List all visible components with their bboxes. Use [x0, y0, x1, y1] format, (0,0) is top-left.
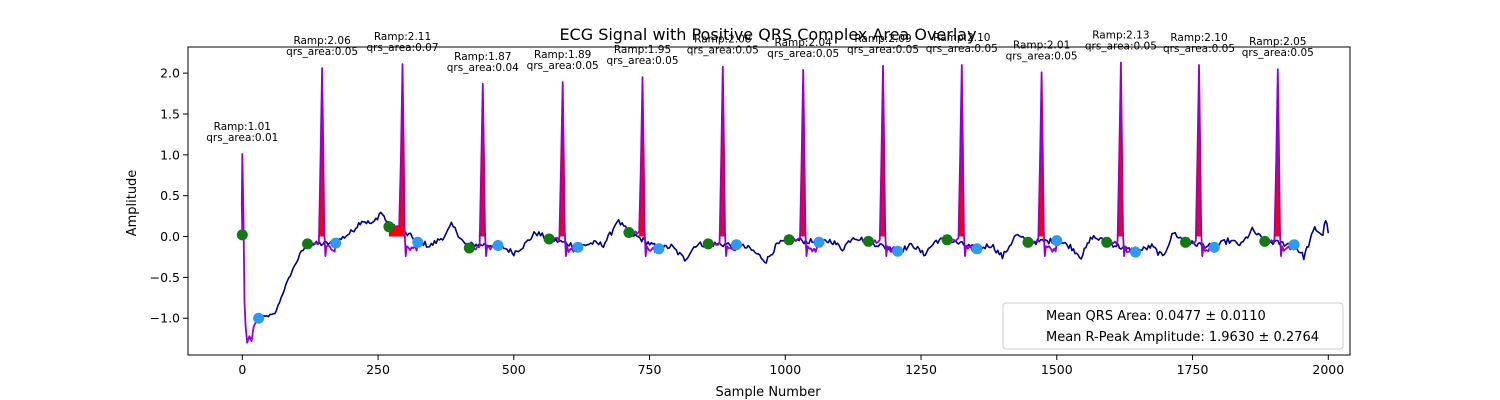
qrs-onset-marker [1101, 236, 1113, 248]
peak-label-ramp: Ramp:2.09 [854, 33, 911, 45]
x-axis-title: Sample Number [715, 385, 821, 400]
peak-label-qrs-area: qrs_area:0.04 [447, 62, 519, 74]
qrs-offset-marker [1051, 235, 1063, 247]
qrs-offset-marker [1208, 241, 1220, 253]
peak-label-ramp: Ramp:2.05 [1249, 36, 1306, 48]
qrs-offset-marker [492, 240, 504, 251]
y-tick-label: −0.5 [150, 270, 180, 285]
legend-box [1002, 302, 1344, 350]
peak-label-ramp: Ramp:1.01 [214, 121, 271, 133]
qrs-onset-marker [1259, 235, 1271, 247]
x-tick-label: 2000 [1312, 362, 1344, 377]
y-tick-label: 1.0 [160, 147, 180, 162]
peak-label-ramp: Ramp:2.06 [293, 35, 351, 47]
chart-title: ECG Signal with Positive QRS Complex Are… [559, 25, 976, 44]
x-tick-label: 250 [366, 362, 390, 377]
peak-label-ramp: Ramp:2.10 [1170, 32, 1227, 44]
peak-label-ramp: Ramp:2.13 [1092, 30, 1149, 42]
peak-label-qrs-area: qrs_area:0.05 [767, 48, 839, 60]
peak-label-qrs-area: qrs_area:0.05 [606, 55, 678, 67]
qrs-onset-marker [463, 242, 475, 254]
x-tick-label: 750 [638, 362, 662, 377]
peak-label-ramp: Ramp:2.10 [933, 32, 990, 44]
x-tick-label: 1000 [769, 362, 801, 377]
peak-label-qrs-area: qrs_area:0.01 [206, 132, 278, 144]
qrs-onset-marker [623, 227, 635, 238]
peak-labels: Ramp:1.01qrs_area:0.01Ramp:2.06qrs_area:… [206, 30, 1314, 145]
qrs-onset-marker [236, 229, 248, 241]
peak-label-qrs-area: qrs_area:0.05 [687, 45, 759, 57]
peak-label-qrs-area: qrs_area:0.05 [1085, 41, 1157, 53]
plot-frame [187, 46, 1351, 356]
peak-label-qrs-area: qrs_area:0.05 [286, 46, 358, 58]
peak-label-ramp: Ramp:1.87 [454, 51, 511, 63]
y-tick-label: 0.5 [160, 188, 180, 203]
qrs-complex-line [240, 153, 260, 344]
y-tick-label: 2.0 [160, 66, 180, 81]
qrs-offset-marker [813, 236, 825, 248]
qrs-offset-marker [653, 243, 665, 255]
qrs-offset-marker [412, 236, 424, 248]
qrs-onset-marker [383, 221, 395, 233]
qrs-onset-marker [1180, 236, 1191, 248]
qrs-offset-marker [253, 312, 265, 324]
peak-label-ramp: Ramp:1.95 [614, 44, 671, 56]
qrs-offset-marker [971, 243, 983, 255]
legend-entry-r-peak-amplitude: Mean R-Peak Amplitude: 1.9630 ± 0.2764 [1046, 330, 1319, 345]
x-tick-label: 500 [502, 362, 526, 377]
peak-label-qrs-area: qrs_area:0.05 [1006, 50, 1078, 62]
peak-label-qrs-area: qrs_area:0.05 [1163, 43, 1235, 55]
x-tick-label: 1250 [905, 362, 937, 377]
x-tick-label: 1750 [1177, 362, 1209, 377]
qrs-onset-marker [941, 234, 953, 246]
y-axis-title: Amplitude [125, 170, 140, 237]
qrs-offset-marker [730, 239, 742, 251]
qrs-offset-marker [572, 241, 584, 253]
x-tick-label: 0 [238, 362, 246, 377]
qrs-offset-marker [1130, 246, 1141, 258]
peak-label-ramp: Ramp:2.04 [775, 37, 833, 49]
peak-label-ramp: Ramp:1.89 [534, 49, 591, 61]
qrs-onset-marker [783, 234, 795, 246]
y-tick-label: −1.0 [150, 311, 180, 326]
peak-label-qrs-area: qrs_area:0.05 [926, 43, 998, 55]
qrs-onset-marker [302, 238, 313, 250]
peak-label-ramp: Ramp:2.01 [1013, 39, 1070, 51]
y-tick-label: 0.0 [160, 229, 180, 244]
qrs-area-fill [388, 226, 405, 237]
peak-label-qrs-area: qrs_area:0.05 [1242, 47, 1314, 59]
qrs-onset-marker [702, 238, 714, 250]
peak-label-ramp: Ramp:2.11 [374, 31, 431, 43]
axes: 0 250 500 750 1000 1250 1500 1750 2000 −1.0 −0.5 0.… [150, 46, 1351, 377]
legend: Mean QRS Area: 0.0477 ± 0.0110 Mean R-Pe… [1002, 302, 1344, 350]
qrs-offset-marker [330, 237, 342, 249]
qrs-onset-marker [862, 235, 874, 247]
x-tick-label: 1500 [1041, 362, 1073, 377]
qrs-offset-marker [1288, 239, 1300, 251]
qrs-onset-marker [1022, 236, 1034, 248]
qrs-onset-marker [543, 233, 555, 245]
legend-entry-qrs-area: Mean QRS Area: 0.0477 ± 0.0110 [1046, 309, 1266, 324]
y-tick-label: 1.5 [160, 107, 180, 122]
peak-label-ramp: Ramp:2.08 [694, 34, 751, 46]
peak-label-qrs-area: qrs_area:0.05 [847, 44, 919, 56]
qrs-offset-marker [892, 245, 904, 257]
peak-label-qrs-area: qrs_area:0.07 [366, 42, 438, 54]
plot-area [236, 61, 1330, 344]
peak-label-qrs-area: qrs_area:0.05 [527, 60, 599, 72]
